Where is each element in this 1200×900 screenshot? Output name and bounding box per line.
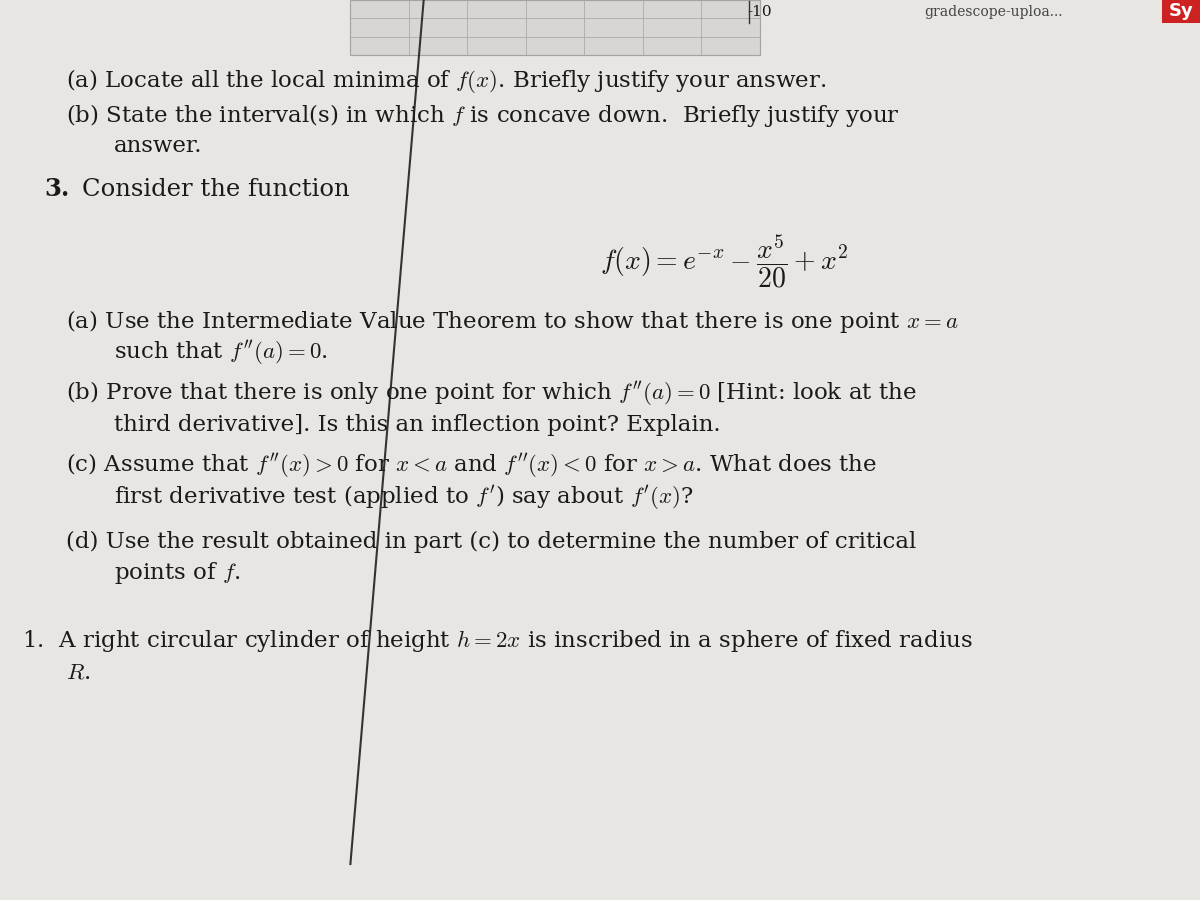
FancyBboxPatch shape (1162, 0, 1200, 23)
Text: third derivative]. Is this an inflection point? Explain.: third derivative]. Is this an inflection… (114, 414, 721, 436)
Text: points of $f$.: points of $f$. (114, 561, 240, 586)
Text: -10: -10 (748, 5, 773, 20)
Text: first derivative test (applied to $f'$) say about $f'(x)$?: first derivative test (applied to $f'$) … (114, 483, 694, 512)
FancyBboxPatch shape (350, 0, 760, 55)
Text: (b) State the interval(s) in which $f$ is concave down.  Briefly justify your: (b) State the interval(s) in which $f$ i… (66, 102, 900, 129)
Text: (b) Prove that there is only one point for which $f''(a) = 0$ [Hint: look at the: (b) Prove that there is only one point f… (66, 379, 917, 408)
Text: Sy: Sy (1169, 2, 1193, 20)
Text: Consider the function: Consider the function (82, 177, 349, 201)
Text: such that $f''(a) = 0$.: such that $f''(a) = 0$. (114, 338, 328, 367)
Text: 1.  A right circular cylinder of height $h = 2x$ is inscribed in a sphere of fix: 1. A right circular cylinder of height $… (22, 628, 972, 653)
Text: (d) Use the result obtained in part (c) to determine the number of critical: (d) Use the result obtained in part (c) … (66, 531, 917, 553)
Text: (a) Use the Intermediate Value Theorem to show that there is one point $x = a$: (a) Use the Intermediate Value Theorem t… (66, 308, 959, 335)
Text: (c) Assume that $f''(x) > 0$ for $x < a$ and $f''(x) < 0$ for $x > a$. What does: (c) Assume that $f''(x) > 0$ for $x < a$… (66, 452, 877, 481)
Text: $R$.: $R$. (66, 662, 90, 683)
Text: $f(x) = e^{-x} - \dfrac{x^5}{20} + x^2$: $f(x) = e^{-x} - \dfrac{x^5}{20} + x^2$ (600, 232, 848, 290)
Text: 3.: 3. (44, 177, 70, 201)
Text: (a) Locate all the local minima of $f(x)$. Briefly justify your answer.: (a) Locate all the local minima of $f(x)… (66, 67, 827, 95)
Text: gradescope-uploa...: gradescope-uploa... (924, 5, 1062, 20)
Text: answer.: answer. (114, 135, 203, 157)
